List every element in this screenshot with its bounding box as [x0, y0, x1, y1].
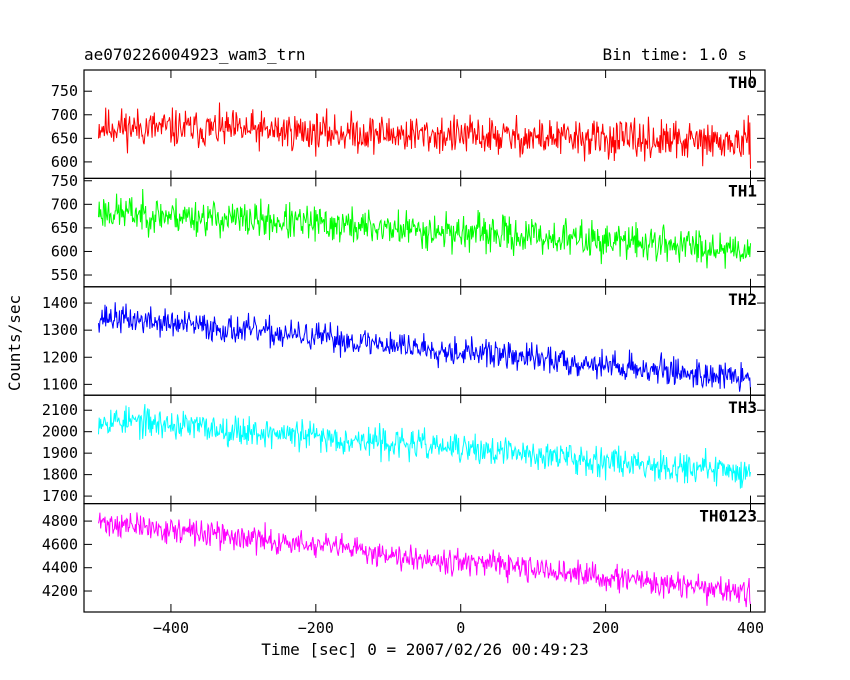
panel-th1: 550 600 650 700 750 TH1	[51, 172, 766, 288]
panel-th0: 600 650 700 750 TH0	[51, 69, 766, 180]
y-tick-label: 1100	[42, 375, 78, 393]
x-tick-label: 400	[737, 619, 764, 637]
y-tick-label: 600	[51, 153, 78, 171]
x-tick-label: 0	[456, 619, 465, 637]
y-tick-label: 600	[51, 242, 78, 260]
y-tick-label: 650	[51, 129, 78, 147]
panel-th3: 1700 1800 1900 2000 2100 TH3	[42, 394, 766, 505]
panel-label: TH1	[728, 181, 757, 200]
y-tick-label: 4200	[42, 582, 78, 600]
y-tick-label: 1300	[42, 321, 78, 339]
y-tick-label: 2000	[42, 423, 78, 441]
panel-th0123: 4200 4400 4600 4800 TH0123	[42, 503, 766, 613]
panel-th2: 1100 1200 1300 1400 TH2	[42, 286, 766, 396]
x-axis-label: Time [sec] 0 = 2007/02/26 00:49:23	[261, 640, 589, 659]
panel-frame	[83, 394, 766, 505]
y-tick-label: 1900	[42, 444, 78, 462]
panel-label: TH2	[728, 290, 757, 309]
y-tick-label: 4800	[42, 512, 78, 530]
panels-group: 600 650 700 750 TH0 550 600 650 700 750 TH1 1100 120…	[42, 69, 766, 613]
series-line-th1	[98, 188, 751, 269]
y-tick-label: 1700	[42, 487, 78, 505]
bin-time-label: Bin time: 1.0 s	[603, 45, 748, 64]
x-tick-label: −200	[298, 619, 334, 637]
y-tick-label: 750	[51, 172, 78, 190]
panel-label: TH3	[728, 398, 757, 417]
panel-label: TH0	[728, 73, 757, 92]
y-tick-label: 1800	[42, 466, 78, 484]
y-tick-label: 750	[51, 82, 78, 100]
y-tick-label: 700	[51, 106, 78, 124]
panel-frame	[83, 503, 766, 613]
x-axis: −400 −200 0 200 400	[153, 619, 764, 637]
y-tick-label: 4400	[42, 559, 78, 577]
chart-title: ae070226004923_wam3_trn	[84, 45, 306, 64]
y-tick-label: 700	[51, 195, 78, 213]
series-line-th2	[98, 302, 751, 392]
y-axis-label: Counts/sec	[5, 295, 24, 391]
x-tick-label: −400	[153, 619, 189, 637]
series-line-th0123	[98, 512, 751, 608]
series-line-th3	[98, 404, 751, 489]
y-tick-label: 1400	[42, 294, 78, 312]
y-tick-label: 4600	[42, 535, 78, 553]
panel-label: TH0123	[699, 507, 757, 526]
y-tick-label: 1200	[42, 348, 78, 366]
y-tick-label: 2100	[42, 401, 78, 419]
x-tick-label: 200	[592, 619, 619, 637]
y-tick-label: 550	[51, 266, 78, 284]
series-line-th0	[98, 102, 751, 169]
y-tick-label: 650	[51, 219, 78, 237]
